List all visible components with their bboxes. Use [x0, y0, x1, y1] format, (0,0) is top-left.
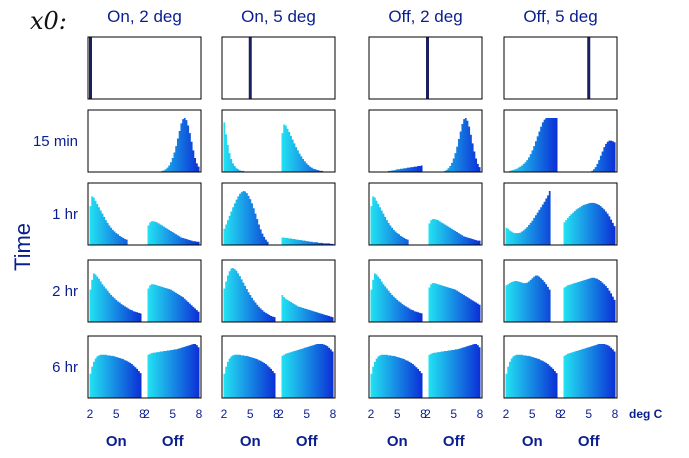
density-off	[563, 277, 616, 322]
panel-frame	[221, 182, 336, 246]
row-label: 6 hr	[52, 359, 78, 376]
density-on	[370, 196, 423, 245]
density-on	[370, 273, 423, 322]
panel-frame	[503, 259, 618, 323]
density-off	[563, 202, 616, 245]
x-tick-label: 2	[143, 407, 150, 421]
density-off	[563, 140, 616, 172]
density-on	[370, 354, 423, 398]
density-on	[223, 354, 276, 398]
segment-label: On	[240, 433, 261, 450]
column-title: Off, 2 deg	[388, 7, 462, 26]
panel-frame	[368, 259, 483, 323]
x-tick-label: 5	[585, 407, 592, 421]
density-on	[223, 268, 276, 322]
row-label: 15 min	[33, 133, 78, 150]
column-title: On, 5 deg	[241, 7, 316, 26]
x-tick-label: 5	[394, 407, 401, 421]
panel-frame	[87, 182, 202, 246]
density-off	[428, 118, 481, 172]
x-tick-label: 2	[368, 407, 375, 421]
x-tick-label: 2	[559, 407, 566, 421]
initial-condition-bar	[248, 37, 252, 99]
panel-frame	[503, 182, 618, 246]
column-title: On, 2 deg	[107, 7, 182, 26]
x-tick-label: 5	[529, 407, 536, 421]
x-tick-label: 8	[196, 407, 203, 421]
segment-label: Off	[296, 433, 319, 450]
panel-frame	[87, 259, 202, 323]
segment-label: On	[106, 433, 127, 450]
x-tick-label: 8	[612, 407, 619, 421]
density-on	[223, 191, 276, 245]
initial-condition-bar	[587, 37, 591, 99]
panel-frame	[368, 109, 483, 173]
x-tick-label: 5	[113, 407, 120, 421]
initial-condition-bar	[89, 37, 92, 99]
x-tick-label: 2	[503, 407, 510, 421]
density-off	[281, 344, 334, 398]
panel-frame	[87, 109, 202, 173]
segment-label: Off	[578, 433, 601, 450]
density-on	[89, 196, 142, 245]
density-on	[505, 118, 558, 172]
x-tick-label: 8	[139, 407, 146, 421]
x-tick-label: 5	[247, 407, 254, 421]
density-off	[281, 237, 334, 245]
column-title: Off, 5 deg	[523, 7, 597, 26]
density-on	[223, 122, 276, 172]
segment-label: Off	[443, 433, 466, 450]
x-tick-label: 5	[169, 407, 176, 421]
x-tick-label: 8	[555, 407, 562, 421]
x-tick-label: 2	[221, 407, 228, 421]
x-tick-label: 8	[477, 407, 484, 421]
density-on	[505, 191, 558, 245]
density-off	[147, 344, 200, 398]
density-on	[505, 275, 558, 322]
x-tick-label: 8	[330, 407, 337, 421]
panel-frame	[503, 335, 618, 399]
panel-frame	[87, 36, 202, 100]
x-unit-label: deg C	[629, 407, 663, 421]
density-off	[281, 295, 334, 322]
x-tick-label: 5	[303, 407, 310, 421]
density-off	[428, 344, 481, 398]
density-off	[147, 284, 200, 322]
density-off	[428, 219, 481, 245]
x-tick-label: 5	[450, 407, 457, 421]
x-tick-label: 8	[420, 407, 427, 421]
panel-frame	[503, 36, 618, 100]
panel-frame	[221, 259, 336, 323]
panel-frame	[368, 182, 483, 246]
x-tick-label: 2	[424, 407, 431, 421]
x-tick-label: 2	[277, 407, 284, 421]
density-on	[505, 354, 558, 398]
density-off	[563, 344, 616, 398]
x-tick-label: 2	[87, 407, 94, 421]
segment-label: On	[387, 433, 408, 450]
density-on	[370, 165, 423, 172]
panel-frame	[368, 335, 483, 399]
density-on	[89, 273, 142, 322]
panel-frame	[221, 36, 336, 100]
panel-frame	[368, 36, 483, 100]
initial-condition-bar	[426, 37, 429, 99]
panel-frame	[87, 335, 202, 399]
density-off	[428, 283, 481, 322]
density-on	[89, 354, 142, 398]
panel-frame	[221, 109, 336, 173]
row-label: 1 hr	[52, 206, 78, 223]
segment-label: Off	[162, 433, 185, 450]
segment-label: On	[522, 433, 543, 450]
panel-frame	[503, 109, 618, 173]
x0-label: x0:	[30, 7, 67, 35]
density-off	[281, 124, 334, 172]
time-axis-label: Time	[10, 223, 35, 271]
x-tick-label: 8	[273, 407, 280, 421]
row-label: 2 hr	[52, 283, 78, 300]
panel-frame	[221, 335, 336, 399]
density-off	[147, 118, 200, 172]
density-off	[147, 221, 200, 245]
